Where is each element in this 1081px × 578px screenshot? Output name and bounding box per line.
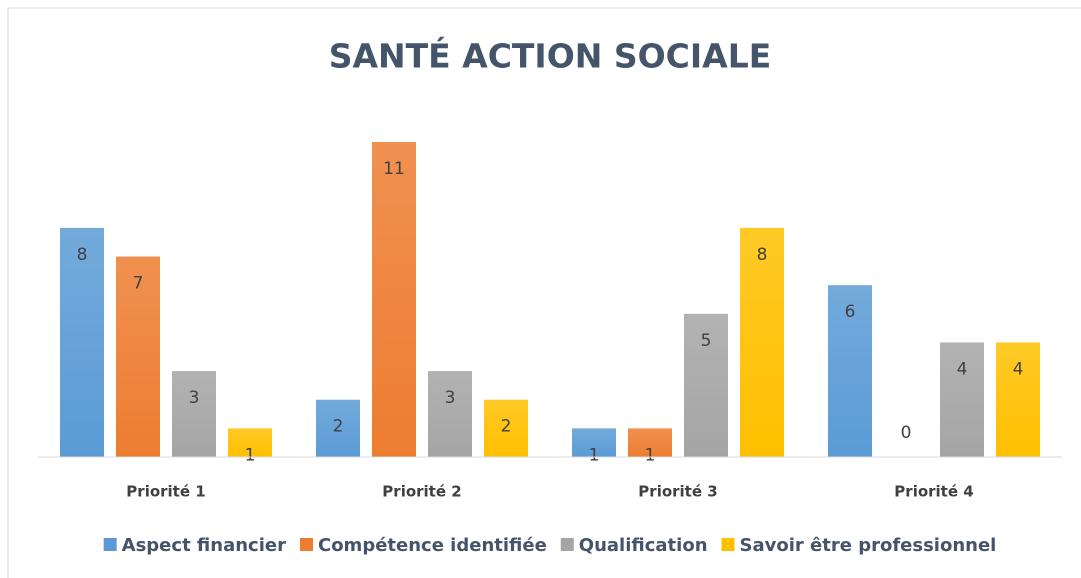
bar [484,399,528,457]
data-label: 4 [957,359,968,379]
bar [996,342,1040,457]
bar [316,399,360,457]
legend-label: Qualification [579,535,708,556]
data-label: 1 [245,445,256,465]
bar [740,227,784,457]
legend-label: Aspect financier [122,535,286,556]
data-label: 4 [1013,359,1024,379]
bar [628,428,672,457]
x-tick-label: Priorité 1 [126,483,205,501]
data-label: 1 [645,445,656,465]
bar [228,428,272,457]
data-label: 8 [77,245,88,265]
x-tick-label: Priorité 3 [638,483,717,501]
data-label: 0 [901,423,912,443]
data-label: 2 [501,417,512,437]
legend-label: Savoir être professionnel [740,535,997,556]
data-label: 2 [333,417,344,437]
legend: Aspect financier Compétence identifiée Qua… [103,535,997,556]
data-label: 11 [383,159,405,179]
bar [572,428,616,457]
data-label: 1 [589,445,600,465]
legend-swatch [103,538,117,551]
x-tick-label: Priorité 2 [382,483,461,501]
bar [684,313,728,457]
legend-swatch [721,538,735,551]
chart-border [7,7,1081,578]
data-label: 7 [133,274,144,294]
bar [172,371,216,457]
bar [940,342,984,457]
bar [372,142,416,457]
bar [60,227,104,457]
data-label: 6 [845,302,856,322]
legend-label: Compétence identifiée [318,535,547,556]
bar [116,256,160,457]
x-tick-label: Priorité 4 [894,483,973,501]
bar [428,371,472,457]
legend-swatch [560,538,574,551]
chart-title: SANTÉ ACTION SOCIALE [329,36,772,76]
data-label: 3 [189,388,200,408]
legend-swatch [299,538,313,551]
data-label: 3 [445,388,456,408]
bar [828,285,872,457]
data-label: 8 [757,245,768,265]
data-label: 5 [701,331,712,351]
